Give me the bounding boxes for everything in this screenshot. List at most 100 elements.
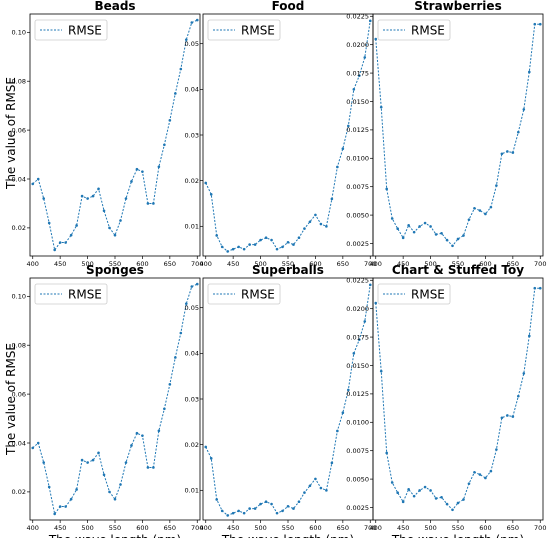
x-tick-label: 650 — [507, 260, 519, 268]
rmse-data-point — [42, 197, 46, 200]
rmse-series-line — [375, 23, 541, 247]
rmse-data-point — [423, 221, 427, 225]
rmse-data-point — [462, 234, 465, 237]
x-tick-label: 550 — [109, 524, 121, 532]
y-tick-label: 0.0075 — [346, 447, 369, 455]
rmse-data-point — [363, 320, 367, 323]
y-tick-label: 0.02 — [185, 441, 199, 449]
rmse-data-point — [467, 482, 471, 485]
rmse-data-point — [275, 511, 279, 515]
rmse-data-point — [495, 448, 498, 451]
x-tick-label: 550 — [452, 260, 464, 268]
rmse-data-point — [527, 70, 531, 74]
rmse-data-point — [264, 500, 268, 504]
rmse-data-point — [130, 180, 133, 183]
rmse-data-point — [253, 507, 257, 510]
x-tick-label: 600 — [136, 260, 148, 268]
rmse-data-point — [478, 209, 482, 212]
rmse-data-point — [522, 372, 526, 375]
rmse-data-point — [259, 502, 262, 506]
rmse-data-point — [36, 177, 40, 181]
rmse-data-point — [91, 458, 95, 462]
y-tick-label: 0.0225 — [346, 13, 369, 21]
rmse-data-point — [379, 105, 383, 109]
rmse-data-point — [325, 225, 328, 228]
rmse-data-point — [297, 236, 301, 240]
rmse-data-point — [47, 221, 51, 225]
rmse-data-point — [363, 56, 367, 59]
rmse-data-point — [141, 434, 144, 437]
rmse-data-point — [368, 283, 372, 287]
rmse-data-point — [434, 497, 438, 500]
rmse-data-point — [357, 338, 361, 341]
rmse-data-point — [401, 236, 405, 240]
rmse-data-point — [36, 441, 40, 445]
rmse-data-point — [174, 356, 177, 359]
y-tick-label: 0.02 — [12, 488, 26, 496]
rmse-data-point — [220, 509, 224, 513]
rmse-data-point — [275, 247, 279, 251]
rmse-data-point — [517, 130, 520, 134]
legend-frame — [377, 19, 451, 41]
rmse-data-point — [418, 489, 421, 492]
y-tick-label: 0.10 — [12, 293, 26, 301]
rmse-data-point — [102, 473, 106, 477]
rmse-data-point — [190, 21, 194, 24]
rmse-data-point — [152, 466, 155, 469]
rmse-data-point — [108, 226, 111, 230]
rmse-data-point — [168, 383, 172, 386]
x-tick-label: 700 — [534, 524, 546, 532]
rmse-data-point — [75, 488, 78, 491]
rmse-data-point — [31, 182, 35, 186]
y-tick-label: 0.0025 — [346, 240, 369, 248]
rmse-data-point — [226, 514, 229, 517]
rmse-data-point — [418, 225, 421, 228]
rmse-data-point — [489, 205, 493, 209]
y-tick-label: 0.0125 — [346, 390, 369, 398]
rmse-data-point — [179, 67, 183, 71]
rmse-data-point — [292, 507, 295, 510]
rmse-data-point — [174, 92, 177, 95]
rmse-data-point — [97, 451, 100, 455]
rmse-data-point — [184, 38, 188, 41]
y-tick-label: 0.05 — [185, 304, 199, 312]
rmse-data-point — [163, 407, 166, 411]
rmse-data-point — [506, 414, 509, 417]
rmse-data-point — [303, 491, 306, 494]
rmse-data-point — [58, 241, 62, 244]
rmse-data-point — [374, 37, 378, 41]
x-tick-label: 400 — [27, 524, 39, 532]
subplot-title: Food — [272, 0, 305, 13]
x-tick-label: 450 — [397, 524, 409, 532]
legend-label: RMSE — [411, 288, 445, 302]
legend: RMSE — [34, 19, 108, 41]
rmse-data-point — [146, 466, 150, 469]
rmse-data-point — [423, 485, 427, 489]
x-axis-label: The wave length (nm) — [221, 533, 354, 538]
legend-frame — [207, 283, 281, 305]
y-tick-label: 0.0025 — [346, 504, 369, 512]
y-tick-label: 0.04 — [12, 439, 26, 447]
subplot-title: Chart & Stuffed Toy — [392, 263, 524, 277]
x-tick-label: 400 — [370, 524, 382, 532]
rmse-data-point — [385, 187, 389, 191]
rmse-data-point — [102, 209, 106, 213]
rmse-data-point — [42, 461, 46, 464]
rmse-data-point — [69, 233, 73, 237]
rmse-data-point — [407, 488, 410, 491]
x-tick-label: 550 — [452, 524, 464, 532]
rmse-data-point — [237, 245, 240, 249]
y-tick-label: 0.08 — [12, 78, 26, 86]
subplot-title: Beads — [94, 0, 135, 13]
rmse-data-point — [152, 202, 155, 205]
rmse-data-point — [330, 461, 334, 465]
x-tick-label: 500 — [254, 260, 266, 268]
y-tick-label: 0.10 — [12, 29, 26, 37]
subplot-title: Superballs — [252, 263, 324, 277]
rmse-data-point — [390, 217, 394, 220]
rmse-data-point — [484, 212, 487, 216]
rmse-data-point — [390, 481, 394, 484]
x-tick-label: 600 — [309, 260, 321, 268]
legend: RMSE — [377, 283, 451, 305]
plot-area-frame — [29, 277, 201, 521]
